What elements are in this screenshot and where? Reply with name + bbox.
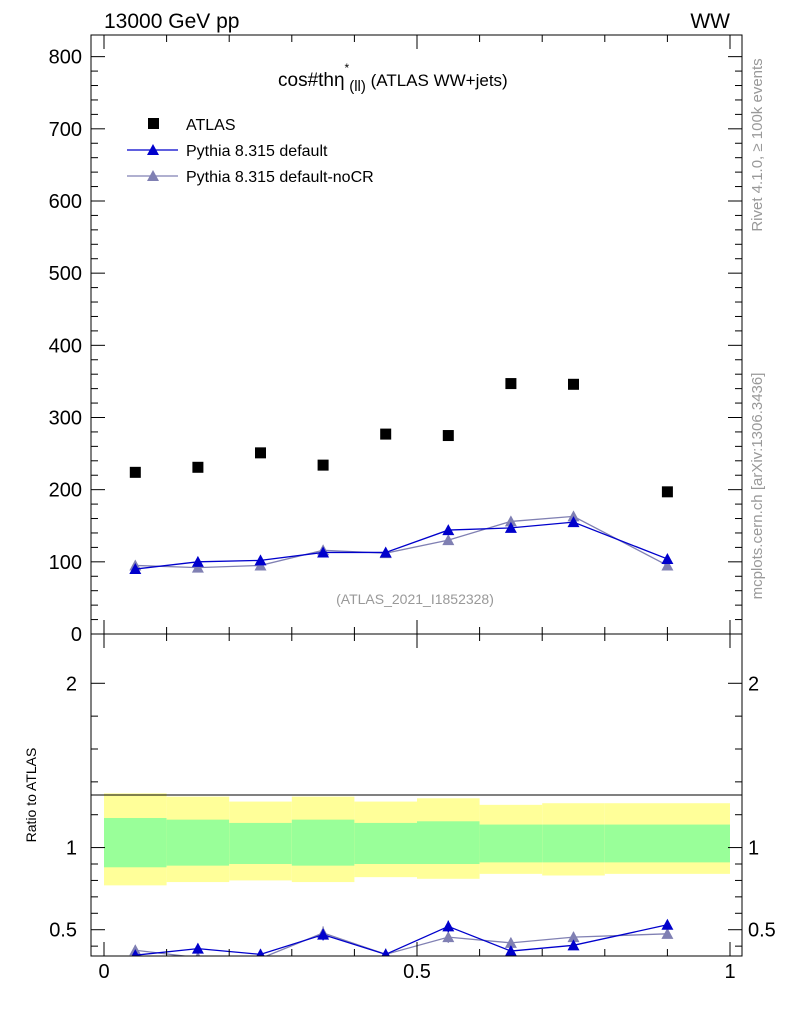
ratio-band-green	[166, 819, 230, 866]
ratio-band-green	[604, 824, 730, 863]
nocr-line	[135, 515, 668, 569]
ratio-ytick-label-right: 2	[748, 673, 759, 695]
ratio-band-green	[354, 822, 417, 864]
default-point	[379, 546, 392, 558]
chart-title-rest: (ATLAS WW+jets)	[366, 71, 508, 90]
rivet-version-label: Rivet 4.1.0, ≥ 100k events	[749, 58, 766, 231]
ratio-data-layer	[129, 918, 674, 956]
default-ratio-point	[317, 928, 330, 940]
legend: ATLAS Pythia 8.315 default Pythia 8.315 …	[127, 117, 374, 186]
atlas-point	[442, 430, 454, 442]
nocr-point	[442, 534, 455, 546]
ratio-ytick-label: 0.5	[49, 920, 77, 942]
default-ratio-point	[256, 948, 265, 956]
main-axes: 0 100 200 300 400 500 600 700 800	[49, 35, 742, 646]
chart-title-sub: (ll)	[349, 78, 366, 95]
ratio-xtick-label: 0	[98, 961, 109, 983]
ratio-xtick-label: 0.5	[403, 961, 431, 983]
main-ytick-label: 400	[49, 335, 82, 357]
nocr-ratio-line	[135, 932, 668, 956]
default-ratio-point	[567, 939, 580, 951]
legend-label-nocr: Pythia 8.315 default-noCR	[186, 169, 374, 186]
ratio-ytick-label-right: 1	[748, 838, 759, 860]
default-point	[129, 563, 142, 575]
default-point	[191, 555, 204, 567]
nocr-ratio-point	[661, 927, 674, 939]
atlas-point	[380, 428, 392, 440]
main-ytick-label: 700	[49, 119, 82, 141]
analysis-watermark: (ATLAS_2021_I1852328)	[336, 591, 494, 607]
atlas-point	[317, 459, 329, 471]
default-ratio-point	[661, 918, 674, 930]
header-process-label: WW	[690, 10, 730, 33]
default-point	[661, 552, 674, 564]
nocr-ratio-point	[442, 931, 455, 943]
main-ytick-label: 200	[49, 480, 82, 502]
ratio-band-green	[291, 819, 355, 866]
legend-marker-atlas	[148, 118, 159, 129]
nocr-ratio-point	[195, 951, 201, 956]
ratio-band-green	[479, 824, 543, 863]
default-ratio-point	[191, 942, 204, 954]
nocr-point	[567, 510, 580, 522]
ratio-ytick-label: 2	[66, 673, 77, 695]
ratio-axis-label: Ratio to ATLAS	[23, 748, 39, 843]
legend-label-default: Pythia 8.315 default	[186, 143, 328, 160]
ratio-band-green	[417, 821, 480, 864]
chart-title-sup: *	[345, 61, 350, 75]
main-ytick-label: 800	[49, 47, 82, 69]
nocr-point	[504, 515, 517, 527]
nocr-point	[191, 561, 204, 573]
ratio-band-green	[104, 818, 167, 868]
main-ytick-label: 500	[49, 263, 82, 285]
ratio-band-green	[229, 822, 292, 864]
ratio-bands-layer	[104, 793, 730, 886]
main-ytick-label: 600	[49, 191, 82, 213]
ratio-panel: 0.5 0.5 1 1 2 2 0 0.5 1	[49, 633, 776, 983]
default-line	[135, 521, 668, 570]
atlas-point	[255, 447, 266, 459]
atlas-point	[129, 466, 141, 478]
legend-marker-default	[147, 144, 159, 155]
legend-label-atlas: ATLAS	[186, 117, 236, 134]
default-point	[317, 546, 330, 558]
main-ytick-label: 100	[49, 552, 82, 574]
ratio-ytick-label: 1	[66, 838, 77, 860]
default-point	[254, 554, 267, 566]
default-ratio-point	[504, 945, 517, 956]
default-point	[504, 521, 517, 533]
ratio-ytick-label-right: 0.5	[748, 920, 776, 942]
nocr-ratio-point	[504, 936, 517, 948]
main-ytick-label: 0	[71, 624, 82, 646]
ratio-axes: 0.5 0.5 1 1 2 2 0 0.5 1	[49, 634, 776, 983]
main-ytick-label: 300	[49, 407, 82, 429]
default-ratio-point	[381, 948, 390, 956]
default-point	[567, 516, 580, 528]
nocr-ratio-point	[567, 931, 580, 943]
main-panel: 0 100 200 300 400 500 600 700 800	[49, 34, 743, 646]
nocr-point	[661, 559, 674, 571]
atlas-point	[661, 486, 673, 498]
atlas-point	[505, 378, 517, 390]
chart-title: cos#thη* (ll) (ATLAS WW+jets)	[278, 61, 508, 95]
ratio-xtick-label: 1	[724, 961, 735, 983]
main-data-layer	[129, 378, 674, 575]
atlas-point	[192, 461, 204, 473]
default-ratio-point	[442, 920, 455, 932]
ratio-band-green	[542, 824, 605, 863]
default-point	[442, 524, 455, 536]
default-ratio-point	[131, 949, 140, 956]
header-energy-label: 13000 GeV pp	[104, 10, 239, 33]
atlas-point	[568, 378, 579, 390]
mcplots-label: mcplots.cern.ch [arXiv:1306.3436]	[749, 373, 766, 600]
legend-marker-nocr	[147, 170, 159, 181]
chart-title-main: cos#thη	[278, 70, 345, 91]
